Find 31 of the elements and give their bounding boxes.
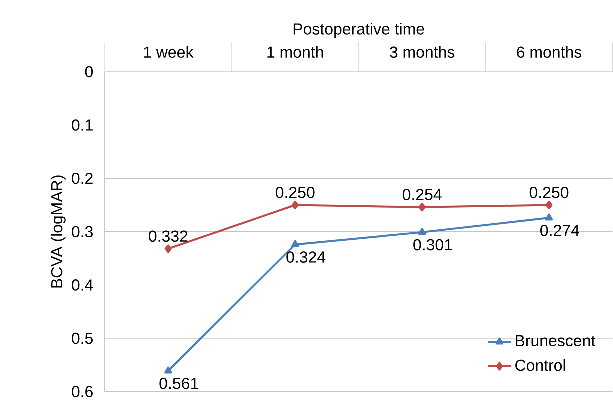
data-label: 0.254: [402, 189, 442, 201]
x-tick-label: 1 week: [144, 46, 194, 58]
data-label: 0.301: [414, 239, 452, 251]
x-axis-title: Postoperative time: [294, 23, 424, 38]
y-tick-label: 0.1: [72, 120, 93, 132]
x-tick-label: 3 months: [390, 46, 455, 58]
point: [291, 240, 300, 248]
point: [418, 203, 426, 212]
point: [292, 200, 299, 210]
x-tick-label: 1 month: [268, 46, 324, 58]
y-tick-label: 0: [85, 66, 94, 78]
point: [546, 200, 553, 210]
x-tick-label: 6 months: [517, 46, 582, 58]
data-label: 0.561: [160, 378, 198, 390]
point: [545, 214, 554, 221]
y-tick-label: 0.5: [72, 332, 93, 344]
point: [418, 228, 426, 236]
y-tick-label: 0.3: [72, 226, 93, 238]
data-label: 0.250: [276, 187, 315, 198]
y-tick-label: 0.2: [72, 173, 93, 184]
data-label: 0.274: [540, 225, 580, 236]
data-label: 0.324: [286, 252, 326, 264]
data-label: 0.250: [530, 187, 569, 198]
legend-label: Brunescent: [516, 335, 596, 347]
legend-label: Control: [516, 360, 566, 372]
point: [164, 366, 172, 374]
y-tick-label: 0.6: [72, 386, 93, 398]
y-axis-title: BCVA (logMAR): [50, 176, 66, 288]
point: [164, 244, 172, 254]
y-tick-label: 0.4: [72, 280, 94, 291]
data-label: 0.332: [149, 230, 188, 242]
